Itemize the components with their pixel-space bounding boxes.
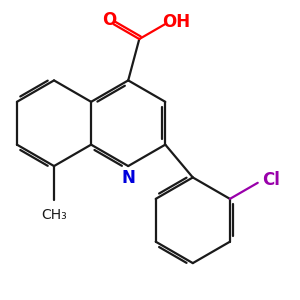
Text: O: O [102, 11, 117, 29]
Text: OH: OH [163, 13, 190, 31]
Text: CH₃: CH₃ [41, 208, 67, 222]
Text: N: N [121, 169, 135, 187]
Text: Cl: Cl [262, 171, 280, 189]
